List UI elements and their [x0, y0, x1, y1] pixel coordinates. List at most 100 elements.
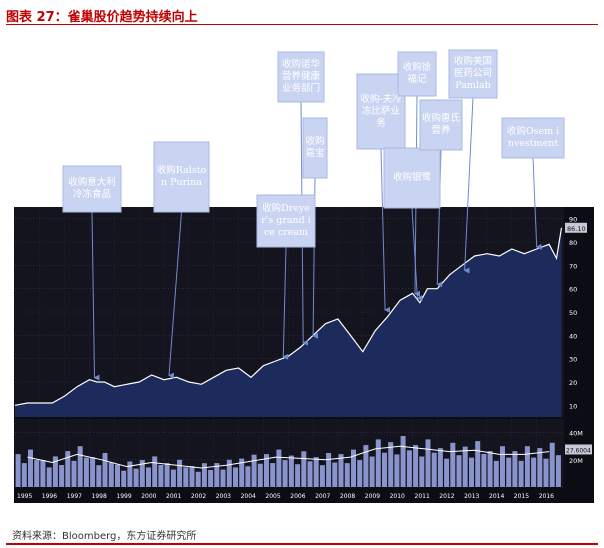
x-tick-label: 2010 — [390, 493, 405, 500]
annotation-label: 收购Dreyer's grand ice cream — [261, 203, 311, 238]
annotation-box — [62, 165, 122, 213]
volume-bar — [270, 463, 276, 487]
volume-bar — [208, 469, 214, 487]
volume-bar — [301, 451, 307, 487]
volume-bar — [555, 455, 561, 487]
volume-bar — [493, 460, 499, 487]
annotation-label: 收购嘉宝 — [305, 136, 325, 159]
volume-bar — [21, 463, 27, 487]
volume-bar — [121, 470, 127, 487]
annotation-text-frame: 收购惠氏营养 — [422, 113, 461, 136]
annotation-text-frame: 收购嘉宝 — [305, 136, 325, 159]
annotation-text-frame: 收购银鹭 — [392, 172, 431, 183]
volume-bar — [152, 456, 158, 487]
volume-bar — [90, 457, 96, 487]
volume-bar — [28, 449, 33, 487]
volume-bar — [307, 461, 313, 487]
annotation-box — [419, 99, 463, 151]
x-tick-label: 2000 — [141, 493, 156, 500]
volume-bar — [357, 460, 363, 487]
x-tick-label: 2016 — [539, 493, 554, 500]
volume-bar — [425, 439, 431, 487]
annotation-box — [153, 141, 210, 213]
volume-bar — [257, 463, 263, 487]
volume-bar — [543, 458, 549, 487]
volume-bar — [133, 468, 139, 487]
x-tick-label: 1997 — [67, 493, 82, 500]
volume-bar — [419, 456, 425, 487]
volume-bar — [15, 454, 21, 487]
volume-bar — [52, 456, 58, 487]
x-tick-label: 1995 — [17, 493, 32, 500]
volume-bar — [338, 454, 344, 487]
last-volume-tag — [565, 444, 592, 455]
volume-bar — [444, 458, 450, 487]
volume-bar — [382, 452, 387, 487]
price-tick-label: 40 — [569, 332, 577, 340]
annotation-text-frame: 收购Dreyer's grand ice cream — [261, 203, 311, 238]
annotation-arrow — [411, 207, 423, 301]
volume-bar — [226, 459, 232, 487]
volume-bar — [295, 464, 301, 487]
x-tick-label: 2009 — [365, 493, 380, 500]
annotation-box — [302, 117, 328, 179]
volume-bar — [139, 460, 145, 487]
volume-bar — [164, 463, 170, 487]
annotation-box — [501, 117, 565, 159]
annotation-label: 收购-夫冷冻比萨业务 — [360, 93, 402, 129]
volume-bar — [487, 451, 493, 487]
volume-bar — [77, 446, 83, 487]
volume-bar — [40, 460, 46, 487]
volume-bar — [65, 451, 71, 487]
annotation-box — [356, 73, 406, 150]
volume-bar — [276, 449, 282, 487]
x-tick-label: 2014 — [489, 493, 504, 500]
annotation-arrow — [91, 211, 100, 381]
annotation-text-frame: 收购美国医药公司Pamlab — [454, 56, 492, 91]
volume-bar — [450, 442, 456, 487]
x-tick-label: 2003 — [216, 493, 231, 500]
last-price-label: 86.10 — [567, 225, 586, 233]
volume-bar — [201, 463, 207, 487]
volume-bar — [282, 460, 288, 487]
price-tick-label: 10 — [569, 402, 577, 410]
annotation-label: 收购徐福记 — [402, 62, 432, 85]
price-tick-label: 90 — [569, 216, 577, 224]
annotation-box — [277, 51, 325, 103]
volume-bar — [177, 459, 183, 487]
volume-bar — [46, 467, 52, 487]
price-tick-label: 50 — [569, 309, 577, 317]
volume-bar — [344, 463, 350, 487]
volume-bar — [319, 465, 325, 487]
source-note: 资料来源：Bloomberg，东方证券研究所 — [12, 531, 197, 542]
annotation-label: 收购惠氏营养 — [422, 113, 461, 136]
volume-bar — [500, 446, 505, 487]
annotation-arrow — [282, 246, 289, 360]
volume-bar — [251, 454, 257, 487]
x-tick-label: 2002 — [191, 493, 206, 500]
annotation-label: 收购银鹭 — [392, 172, 431, 183]
annotation-arrow — [532, 157, 542, 250]
price-tick-label: 60 — [569, 286, 577, 294]
volume-bar — [475, 441, 481, 487]
volume-bar — [462, 446, 468, 487]
x-tick-label: 1999 — [116, 493, 131, 500]
volume-bar — [413, 445, 419, 487]
annotation-label: 收购Ralston Purina — [156, 165, 207, 188]
volume-bar — [102, 453, 108, 487]
volume-bar — [388, 442, 394, 487]
annotation-box — [383, 147, 441, 209]
volume-tick-label: 20M — [569, 457, 583, 465]
price-area — [15, 227, 562, 417]
bottom-divider — [6, 543, 598, 545]
x-tick-label: 2012 — [439, 493, 454, 500]
volume-bar — [195, 471, 201, 487]
annotation-box — [256, 194, 316, 248]
volume-bar — [214, 463, 220, 487]
volume-bar — [34, 460, 40, 487]
volume-bar — [108, 462, 114, 487]
volume-bar — [518, 460, 524, 487]
volume-bar — [549, 442, 555, 487]
annotation-text-frame: 收购徐福记 — [402, 62, 432, 85]
figure-title: 图表 27：雀巢股价趋势持续向上 — [6, 10, 198, 25]
